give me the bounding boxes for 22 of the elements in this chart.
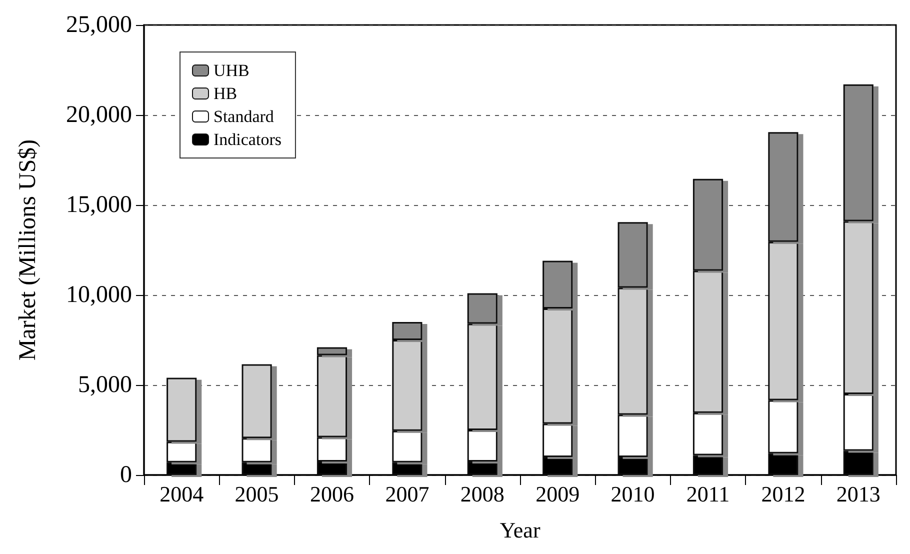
legend-label: Indicators (214, 130, 282, 149)
x-tick-label: 2012 (761, 482, 806, 506)
x-tick-label: 2006 (310, 482, 354, 506)
x-tick-label: 2011 (686, 482, 730, 506)
x-tick-label: 2013 (836, 482, 880, 506)
y-tick-label: 10,000 (66, 282, 132, 308)
x-tick-label: 2010 (610, 482, 655, 506)
x-tick-label: 2007 (385, 482, 430, 506)
legend-label: Standard (214, 107, 274, 126)
x-tick-label: 2009 (536, 482, 580, 506)
y-tick-label: 5,000 (78, 372, 132, 398)
x-tick-label: 2008 (460, 482, 504, 506)
y-tick-label: 20,000 (66, 102, 132, 128)
y-tick-label: 15,000 (66, 192, 132, 218)
x-axis-title: Year (500, 518, 541, 542)
legend-label: UHB (214, 61, 250, 80)
legend-label: HB (214, 84, 238, 103)
y-tick-label: 25,000 (66, 12, 132, 38)
y-tick-label: 0 (120, 462, 132, 488)
x-tick-label: 2004 (160, 482, 204, 506)
y-axis-title: Market (Millions US$) (15, 139, 41, 361)
x-tick-label: 2005 (234, 482, 279, 506)
